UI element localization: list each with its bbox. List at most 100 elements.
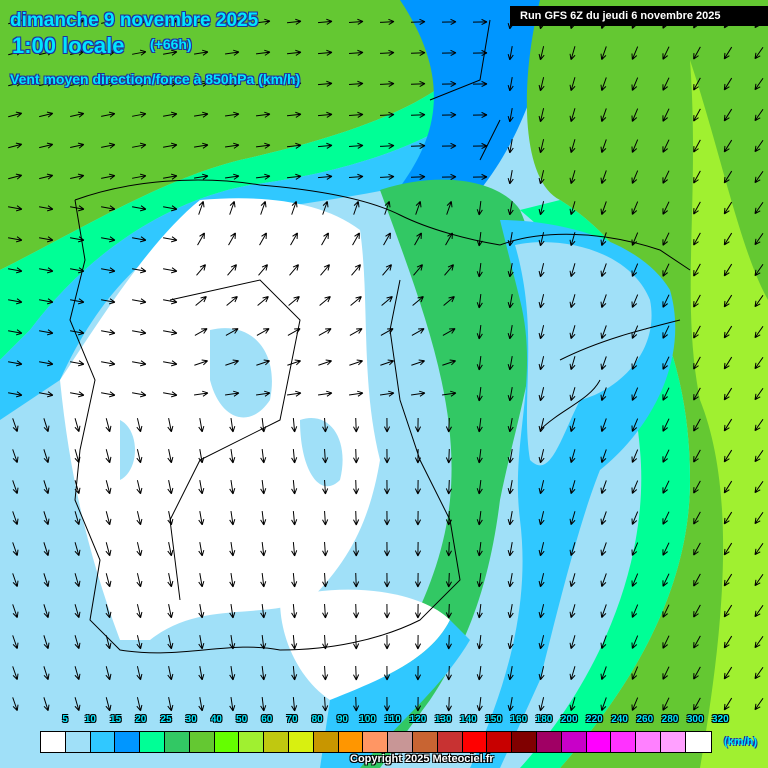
wind-arrow [631,418,639,432]
wind-arrow [383,603,391,619]
wind-arrow [351,264,361,276]
wind-arrow [167,511,174,526]
wind-arrow [442,390,457,397]
wind-arrow [105,480,112,495]
wind-arrow [507,511,514,526]
wind-arrow [101,80,116,87]
wind-arrow [229,480,236,495]
wind-arrow [600,387,607,401]
wind-arrow [600,666,607,680]
wind-arrow [101,329,116,336]
wind-arrow [259,232,267,246]
wind-arrow [442,328,456,336]
wind-arrow [412,296,424,306]
wind-arrow [693,666,701,680]
wind-arrow [723,697,733,711]
wind-arrow [224,173,240,180]
wind-arrow [348,173,364,180]
wind-arrow [101,173,116,180]
wind-arrow [225,328,239,336]
wind-arrow [445,572,452,588]
wind-arrow [569,46,576,61]
wind-arrow [383,572,391,588]
wind-arrow [538,263,545,278]
wind-arrow [198,697,205,712]
wind-arrow [600,170,607,184]
wind-arrow [723,46,733,60]
wind-arrow [723,387,733,401]
wind-arrow [538,77,545,92]
wind-arrow [229,201,236,215]
wind-arrow [693,201,701,215]
wind-arrow [163,360,178,367]
wind-arrow [693,356,701,370]
wind-arrow [255,80,271,87]
wind-arrow [723,604,733,618]
wind-arrow [229,511,236,526]
wind-arrow [569,263,576,278]
legend-tick: 80 [311,714,323,725]
wind-arrow [194,111,209,118]
wind-arrow [70,18,85,25]
wind-arrow [538,573,545,588]
wind-arrow [754,449,764,463]
wind-arrow [286,142,302,149]
wind-arrow [631,387,639,401]
legend-tick: 130 [434,714,452,725]
wind-arrow [381,296,393,306]
wind-arrow [600,356,607,370]
wind-arrow [723,635,733,649]
legend-tick: 50 [236,714,248,725]
wind-arrow [380,390,395,397]
wind-arrow [507,666,514,681]
wind-arrow [163,111,178,118]
wind-arrow [132,329,147,336]
wind-arrow [441,80,457,88]
wind-arrow [194,173,209,180]
wind-arrow [723,139,733,153]
legend-swatch [264,732,289,752]
wind-arrow [322,479,329,495]
wind-arrow [693,511,701,525]
wind-arrow [167,604,174,619]
wind-arrow [198,201,205,215]
wind-arrow [476,634,483,650]
wind-arrow [74,480,81,495]
wind-arrow [39,329,54,336]
region-white-south [280,589,450,700]
wind-arrow [754,480,764,494]
wind-arrow [693,46,701,60]
wind-arrow [256,328,270,336]
wind-arrow [569,139,576,154]
wind-arrow [441,49,457,57]
wind-arrow [693,77,701,91]
wind-arrow [441,18,457,26]
wind-arrow [12,604,19,618]
wind-arrow [322,572,329,588]
wind-arrow [260,572,267,588]
wind-arrow [39,391,54,398]
wind-arrow [662,449,670,463]
wind-arrow [631,77,639,91]
wind-arrow [538,480,545,495]
region-lightblue-spots [120,328,343,487]
wind-arrow [167,480,174,495]
wind-arrow [291,510,298,526]
wind-arrow [414,665,422,681]
legend-swatch [313,732,339,752]
wind-arrow [132,267,147,274]
wind-arrow [348,49,364,56]
wind-arrow [287,390,302,397]
wind-arrow [39,298,54,305]
wind-arrow [70,80,85,87]
legend-swatch [338,732,364,752]
wind-arrow [255,111,271,118]
wind-arrow [693,604,701,618]
wind-arrow [194,142,209,149]
wind-arrow [754,635,764,649]
wind-arrow [414,572,422,588]
wind-arrow [445,232,453,246]
wind-arrow [723,573,733,587]
wind-arrow [74,666,81,681]
wind-arrow [317,18,333,25]
